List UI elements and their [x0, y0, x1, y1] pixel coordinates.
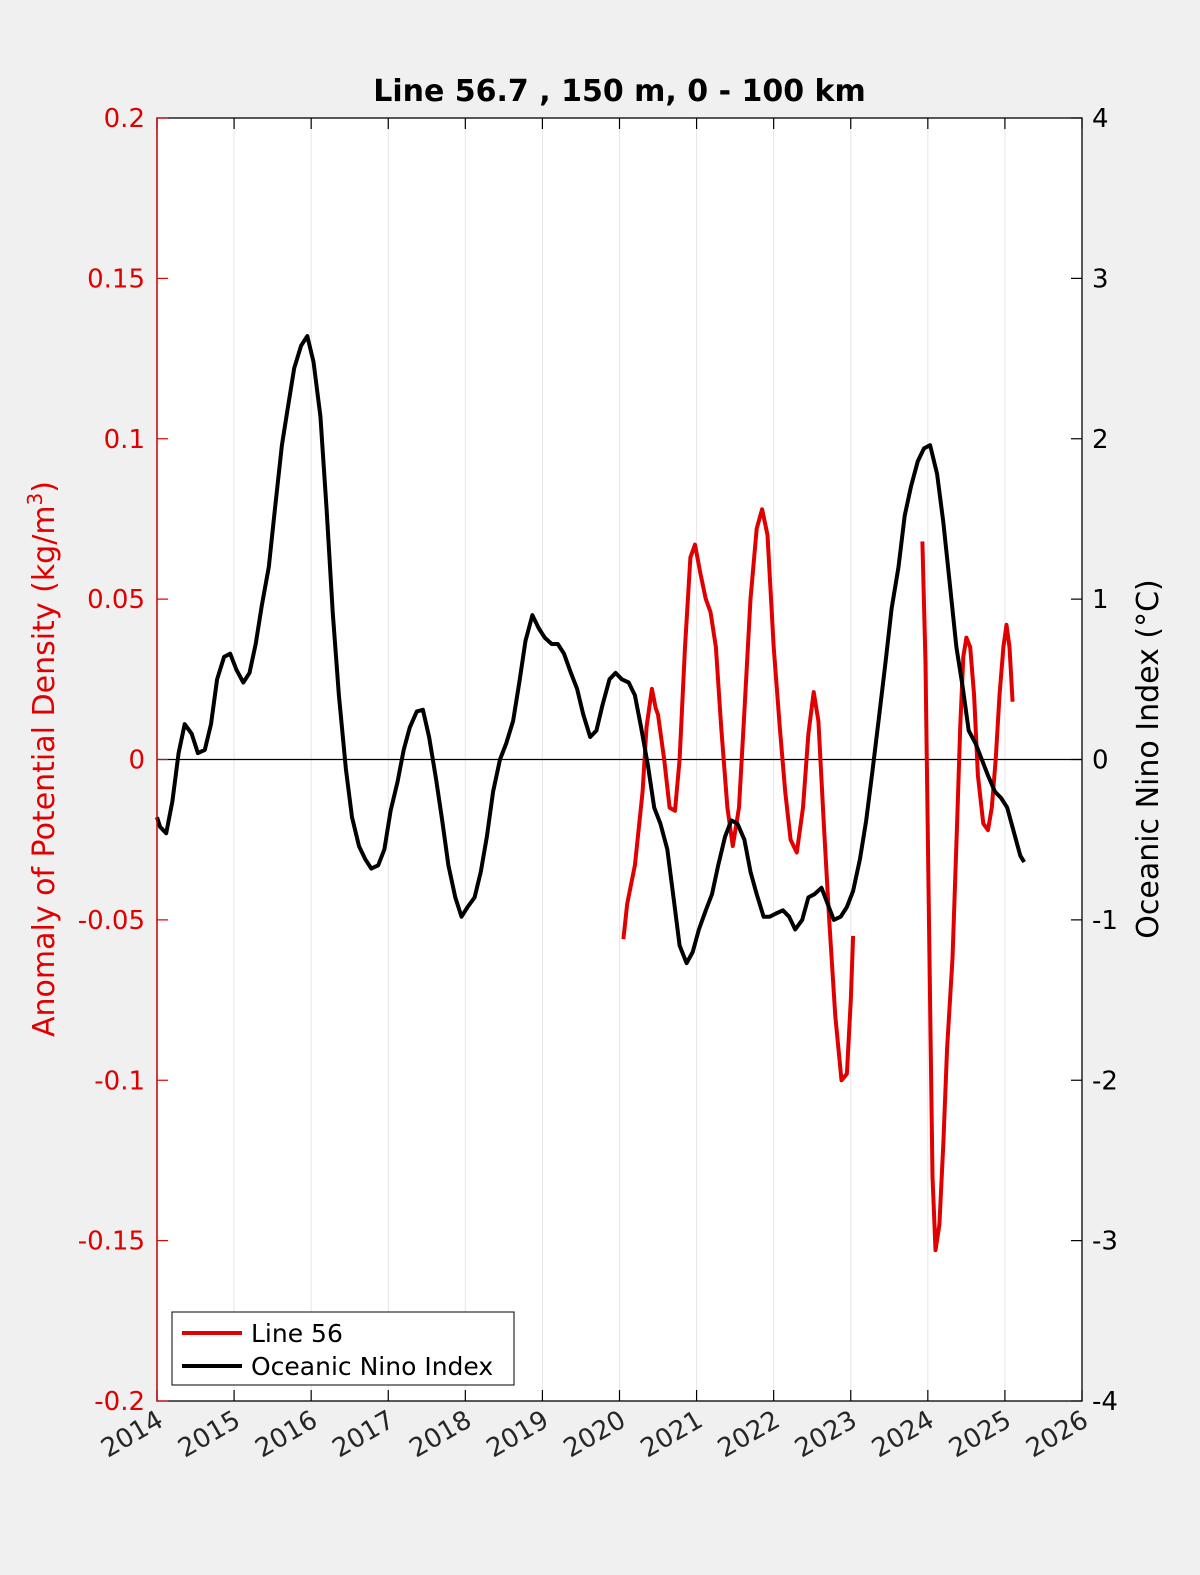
left-y-tick-label: -0.15 [78, 1227, 145, 1257]
series-oceanic-nino-index-segment-0 [155, 334, 1026, 966]
left-y-tick-label: 0 [128, 746, 145, 776]
left-y-tick-label: -0.05 [78, 906, 145, 936]
chart-title: Line 56.7 , 150 m, 0 - 100 km [373, 74, 866, 109]
left-y-tick-label: 0.15 [87, 264, 145, 294]
left-y-tick-label: 0.2 [104, 104, 145, 134]
legend-label-line-56: Line 56 [251, 1319, 343, 1348]
left-y-tick-label: 0.05 [87, 585, 145, 615]
legend: Line 56 Oceanic Nino Index [171, 1311, 515, 1386]
series-line-56-segment-0 [621, 507, 856, 1083]
right-y-tick-label: -3 [1092, 1227, 1118, 1257]
left-y-axis-label-close: ) [27, 481, 62, 493]
right-y-tick-label: 1 [1092, 585, 1109, 615]
left-y-axis-label-text: Anomaly of Potential Density (kg/m [27, 505, 62, 1037]
legend-label-oni: Oceanic Nino Index [251, 1352, 493, 1381]
series-line-56-segment-1 [920, 541, 1015, 1253]
right-y-axis-label: Oceanic Nino Index (°C) [1131, 579, 1166, 939]
series-layer [155, 334, 1026, 1253]
left-y-axis-label: Anomaly of Potential Density (kg/m3) [23, 481, 62, 1037]
left-y-tick-label: -0.2 [94, 1387, 145, 1417]
left-y-axis-label-superscript: 3 [23, 493, 47, 506]
right-y-tick-label: 3 [1092, 264, 1109, 294]
right-y-tick-label: 2 [1092, 425, 1109, 455]
right-y-tick-label: -1 [1092, 906, 1118, 936]
left-y-tick-label: 0.1 [104, 425, 145, 455]
legend-box [171, 1311, 515, 1386]
right-y-tick-label: 4 [1092, 104, 1109, 134]
right-y-tick-label: -4 [1092, 1387, 1118, 1417]
right-y-tick-label: -2 [1092, 1066, 1118, 1096]
right-y-tick-label: 0 [1092, 746, 1109, 776]
left-y-tick-label: -0.1 [94, 1066, 145, 1096]
